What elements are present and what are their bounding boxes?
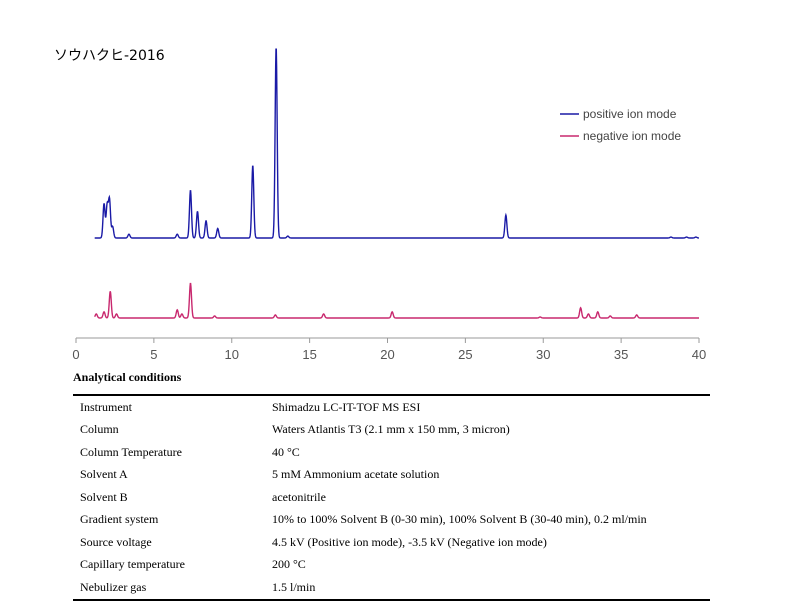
table-row: Column Temperature 40 °C — [73, 441, 710, 464]
x-tick-label: 35 — [614, 347, 628, 362]
condition-value: Shimadzu LC-IT-TOF MS ESI — [272, 399, 421, 414]
x-tick-label: 40 — [692, 347, 706, 362]
condition-value: acetonitrile — [272, 489, 326, 504]
series-line-positive — [94, 48, 700, 239]
legend-label: positive ion mode — [583, 107, 677, 121]
condition-value: 10% to 100% Solvent B (0-30 min), 100% S… — [272, 512, 647, 527]
condition-value: 40 °C — [272, 444, 300, 459]
table-row: Source voltage 4.5 kV (Positive ion mode)… — [73, 531, 710, 554]
x-tick-label: 30 — [536, 347, 550, 362]
condition-label: Column Temperature — [80, 444, 182, 459]
condition-value: 1.5 l/min — [272, 579, 316, 594]
x-tick-label: 25 — [458, 347, 472, 362]
condition-label: Solvent A — [80, 467, 128, 482]
condition-value: Waters Atlantis T3 (2.1 mm x 150 mm, 3 m… — [272, 422, 510, 437]
condition-label: Solvent B — [80, 489, 128, 504]
x-tick-label: 5 — [150, 347, 157, 362]
table-row: Instrument Shimadzu LC-IT-TOF MS ESI — [73, 395, 710, 419]
page-title: ソウハクヒ-2016 — [54, 48, 165, 64]
condition-label: Capillary temperature — [80, 557, 185, 572]
condition-label: Gradient system — [80, 512, 159, 527]
table-row: Solvent A 5 mM Ammonium acetate solution — [73, 464, 710, 487]
legend: positive ion mode negative ion mode — [560, 107, 681, 143]
x-tick-label: 10 — [225, 347, 239, 362]
condition-value: 5 mM Ammonium acetate solution — [272, 467, 440, 482]
condition-label: Column — [80, 422, 119, 437]
table-row: Nebulizer gas 1.5 l/min — [73, 576, 710, 600]
legend-label: negative ion mode — [583, 129, 681, 143]
condition-value: 200 °C — [272, 557, 306, 572]
table-row: Column Waters Atlantis T3 (2.1 mm x 150 m… — [73, 419, 710, 442]
table-row: Gradient system 10% to 100% Solvent B (0-… — [73, 509, 710, 532]
chromatogram-traces — [94, 48, 700, 319]
chromatogram-chart: 0 5 10 15 20 25 30 35 40 positive ion mode negati… — [72, 48, 706, 362]
condition-value: 4.5 kV (Positive ion mode), -3.5 kV (Neg… — [272, 534, 547, 549]
condition-label: Nebulizer gas — [80, 579, 147, 594]
conditions-heading: Analytical conditions — [73, 370, 182, 384]
x-tick-label: 0 — [72, 347, 79, 362]
series-line-negative — [94, 282, 699, 319]
condition-label: Instrument — [80, 399, 132, 414]
x-tick-label: 20 — [380, 347, 394, 362]
conditions-table: Instrument Shimadzu LC-IT-TOF MS ESI Colum… — [73, 394, 710, 601]
table-row: Capillary temperature 200 °C — [73, 554, 710, 577]
x-tick-label: 15 — [302, 347, 316, 362]
x-axis: 0 5 10 15 20 25 30 35 40 — [72, 337, 706, 362]
table-row: Solvent B acetonitrile — [73, 486, 710, 509]
condition-label: Source voltage — [80, 534, 152, 549]
